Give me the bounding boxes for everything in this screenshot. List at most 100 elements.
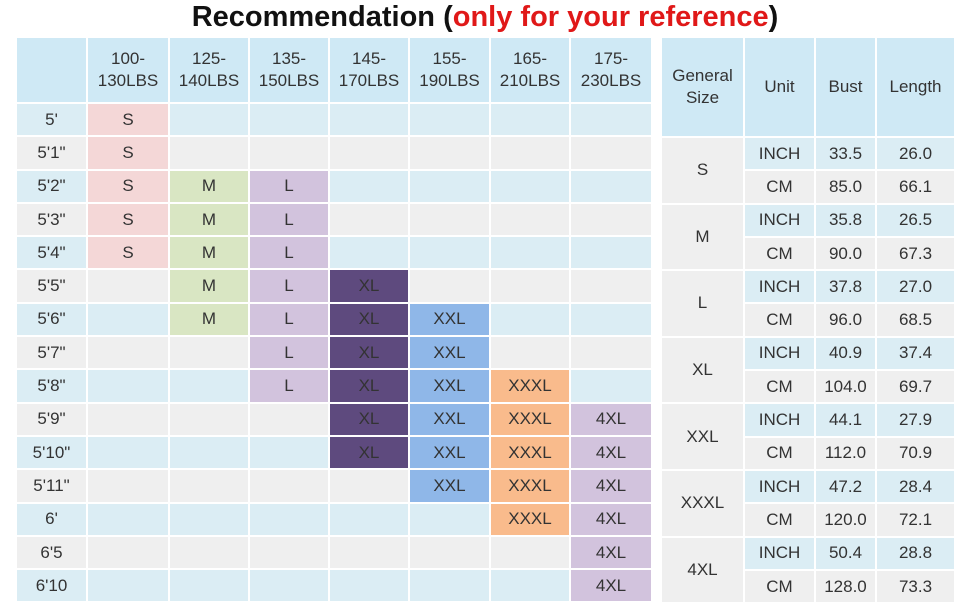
empty-cell <box>168 568 250 604</box>
size-recommendation-cell: L <box>248 268 330 304</box>
size-recommendation-cell: XXXL <box>489 501 571 537</box>
size-recommendation-cell: 4XL <box>569 534 653 571</box>
empty-cell <box>168 468 250 504</box>
size-recommendation-cell: L <box>248 168 330 204</box>
height-row: 5'8" L XL XXL XXXL <box>15 368 653 404</box>
size-recommendation-cell: M <box>168 168 250 204</box>
size-chart-row: CM 90.0 67.3 <box>661 235 956 272</box>
length-cell: 72.1 <box>875 502 956 538</box>
size-recommendation-cell: L <box>248 235 330 271</box>
height-label: 5'7" <box>15 335 88 371</box>
general-size-cell: XXL <box>660 402 745 471</box>
empty-cell <box>168 501 250 537</box>
length-cell: 69.7 <box>875 369 956 405</box>
weight-column-header: 100- 130LBS <box>86 36 170 104</box>
height-label: 5'5" <box>15 268 88 304</box>
size-recommendation-cell: XXL <box>408 368 491 404</box>
height-row: 6'10 4XL <box>15 568 653 604</box>
empty-cell <box>489 534 571 571</box>
height-row: 6' XXXL 4XL <box>15 501 653 537</box>
empty-cell <box>86 368 170 404</box>
title-main: Recommendation <box>191 1 436 33</box>
empty-cell <box>248 568 330 604</box>
unit-cell: INCH <box>743 202 816 238</box>
size-recommendation-cell: XXL <box>408 434 491 471</box>
size-chart-row: CM 96.0 68.5 <box>661 302 956 338</box>
bust-cell: 85.0 <box>814 169 877 205</box>
empty-cell <box>86 301 170 338</box>
size-chart-row: 4XL INCH 50.4 28.8 <box>660 535 956 604</box>
size-recommendation-cell: 4XL <box>569 468 653 504</box>
size-recommendation-cell: XL <box>328 268 410 304</box>
empty-cell <box>86 568 170 604</box>
size-recommendation-cell: M <box>168 268 250 304</box>
height-label: 5' <box>15 101 88 138</box>
empty-cell <box>86 268 170 304</box>
empty-cell <box>168 135 250 171</box>
empty-cell <box>86 434 170 471</box>
length-cell: 73.3 <box>875 568 956 604</box>
bust-cell: 35.8 <box>814 202 877 238</box>
empty-cell <box>569 168 653 204</box>
empty-cell <box>489 135 571 171</box>
size-recommendation-cell: XXXL <box>489 368 571 404</box>
size-chart-row: CM 128.0 73.3 <box>661 568 956 604</box>
size-chart-row: XXXL INCH 47.2 28.4 <box>660 468 956 538</box>
height-row: 5'9" XL XXL XXXL 4XL <box>15 401 653 437</box>
bust-cell: 128.0 <box>814 568 877 604</box>
empty-cell <box>248 401 330 437</box>
height-row: 5' S <box>15 101 653 138</box>
empty-cell <box>328 568 410 604</box>
empty-cell <box>248 501 330 537</box>
height-label: 5'9" <box>15 401 88 437</box>
empty-cell <box>408 101 491 138</box>
empty-cell <box>569 268 653 304</box>
general-size-cell: 4XL <box>660 535 745 604</box>
general-size-cell: M <box>660 202 745 272</box>
size-chart-header-row: General Size Unit Bust Length <box>660 36 956 138</box>
empty-cell <box>328 168 410 204</box>
size-chart-header: General Size <box>660 36 745 138</box>
height-row: 5'2" S M L <box>15 168 653 204</box>
bust-cell: 50.4 <box>814 535 877 571</box>
size-recommendation-cell: XXL <box>408 335 491 371</box>
bust-cell: 120.0 <box>814 502 877 538</box>
size-recommendation-cell: M <box>168 235 250 271</box>
weight-header-row: 100- 130LBS 125- 140LBS 135- 150LBS 145- 17… <box>15 36 653 104</box>
empty-cell <box>86 468 170 504</box>
height-label: 6'10 <box>15 568 88 604</box>
size-recommendation-cell: S <box>86 201 170 238</box>
bust-cell: 37.8 <box>814 269 877 305</box>
size-chart-row: CM 104.0 69.7 <box>661 369 956 405</box>
size-recommendation-cell: XL <box>328 301 410 338</box>
size-chart-row: CM 120.0 72.1 <box>661 502 956 538</box>
empty-cell <box>248 534 330 571</box>
empty-cell <box>569 135 653 171</box>
empty-cell <box>328 101 410 138</box>
size-recommendation-cell: XXL <box>408 301 491 338</box>
unit-cell: INCH <box>743 402 816 438</box>
size-recommendation-cell: XL <box>328 368 410 404</box>
size-chart-header: Length <box>875 36 956 138</box>
empty-cell <box>489 235 571 271</box>
length-cell: 68.5 <box>875 302 956 338</box>
empty-cell <box>569 201 653 238</box>
title-close-paren: ) <box>768 1 779 33</box>
empty-cell <box>328 235 410 271</box>
empty-cell <box>86 534 170 571</box>
weight-column-header: 155- 190LBS <box>408 36 491 104</box>
size-chart-row: CM 85.0 66.1 <box>661 169 956 205</box>
unit-cell: CM <box>743 169 816 205</box>
unit-cell: CM <box>743 435 816 471</box>
size-recommendation-cell: XXL <box>408 468 491 504</box>
size-chart-row: M INCH 35.8 26.5 <box>660 202 956 272</box>
unit-cell: INCH <box>743 135 816 172</box>
size-recommendation-cell: S <box>86 135 170 171</box>
size-chart-table: General Size Unit Bust Length S INCH 33.5 26.0 C… <box>660 36 956 604</box>
weight-column-header: 175- 230LBS <box>569 36 653 104</box>
bust-cell: 112.0 <box>814 435 877 471</box>
empty-cell <box>328 201 410 238</box>
empty-cell <box>168 434 250 471</box>
empty-cell <box>489 268 571 304</box>
unit-cell: CM <box>743 235 816 272</box>
